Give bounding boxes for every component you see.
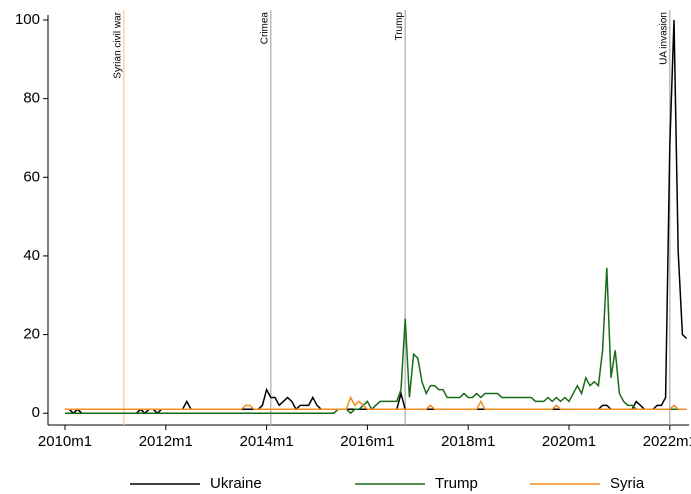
x-tick-label: 2014m1 (239, 433, 293, 450)
event-label: UA invasion (658, 12, 669, 65)
y-tick-label: 20 (23, 326, 40, 343)
y-tick-label: 60 (23, 168, 40, 185)
y-tick-label: 100 (15, 11, 40, 28)
y-tick-label: 40 (23, 247, 40, 264)
x-tick-label: 2020m1 (542, 433, 596, 450)
series-line (65, 267, 687, 415)
event-label: Trump (394, 12, 405, 41)
y-tick-label: 0 (32, 404, 40, 421)
x-tick-label: 2018m1 (441, 433, 495, 450)
event-label: Syrian civil war (112, 11, 123, 78)
x-tick-label: 2010m1 (38, 433, 92, 450)
legend-label: Ukraine (210, 475, 262, 492)
x-tick-label: 2022m1 (643, 433, 691, 450)
x-tick-label: 2012m1 (139, 433, 193, 450)
series-line (65, 395, 687, 411)
event-label: Crimea (259, 12, 270, 45)
series-line (65, 19, 688, 415)
x-tick-label: 2016m1 (340, 433, 394, 450)
legend-label: Syria (610, 475, 645, 492)
legend-label: Trump (435, 475, 478, 492)
y-tick-label: 80 (23, 90, 40, 107)
